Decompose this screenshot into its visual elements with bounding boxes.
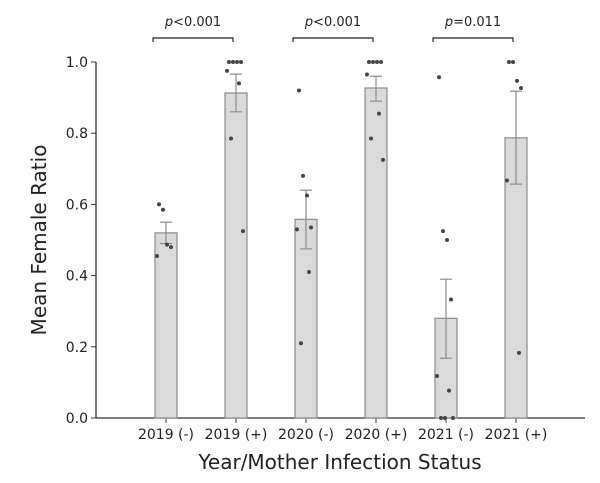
- y-tick-label: 0.2: [66, 340, 88, 356]
- data-point: [165, 242, 169, 247]
- data-point: [519, 85, 523, 90]
- data-point: [515, 78, 519, 83]
- x-tick-label: 2021 (+): [485, 427, 548, 443]
- p-value-label: p<0.001: [304, 15, 361, 30]
- data-point: [299, 341, 303, 346]
- data-point: [451, 416, 455, 420]
- data-point: [517, 350, 521, 355]
- data-point: [241, 229, 245, 234]
- data-point: [305, 193, 309, 198]
- x-tick-label: 2020 (-): [278, 427, 334, 443]
- data-point: [169, 245, 173, 250]
- x-tick-label: 2019 (+): [205, 427, 268, 443]
- data-point: [295, 227, 299, 232]
- y-axis-label: Mean Female Ratio: [27, 145, 51, 336]
- data-point: [369, 136, 373, 141]
- y-tick-label: 0.4: [66, 269, 88, 285]
- data-point: [445, 238, 449, 242]
- significance-bracket: [152, 37, 234, 42]
- significance-bracket: [432, 37, 514, 42]
- bar: [224, 92, 248, 419]
- data-point: [505, 178, 509, 183]
- x-tick-label: 2021 (-): [418, 427, 474, 443]
- data-point: [435, 373, 439, 378]
- y-tick-label: 0.0: [66, 411, 88, 427]
- data-point: [507, 60, 511, 64]
- data-point: [155, 254, 159, 259]
- data-point: [235, 60, 239, 64]
- significance-bracket: [292, 37, 374, 42]
- data-point: [227, 60, 231, 64]
- data-point: [297, 88, 301, 93]
- y-tick-label: 0.6: [66, 197, 88, 213]
- p-value-label: p=0.011: [444, 15, 501, 30]
- data-point: [239, 60, 243, 64]
- x-axis-label: Year/Mother Infection Status: [197, 450, 481, 474]
- data-point: [367, 60, 371, 64]
- y-tick-label: 1.0: [66, 55, 88, 71]
- data-point: [443, 416, 447, 420]
- data-point: [439, 416, 443, 420]
- data-point: [449, 297, 453, 302]
- data-point: [511, 60, 515, 64]
- data-point: [437, 75, 441, 80]
- data-point: [441, 229, 445, 234]
- data-point: [307, 270, 311, 275]
- data-point: [381, 157, 385, 162]
- data-point: [225, 68, 229, 73]
- data-point: [301, 173, 305, 178]
- data-point: [375, 60, 379, 64]
- bar: [364, 87, 388, 419]
- bar: [154, 232, 178, 419]
- data-point: [229, 136, 233, 141]
- data-point: [231, 60, 235, 64]
- data-point: [379, 60, 383, 64]
- y-tick-label: 0.8: [66, 126, 88, 142]
- data-point: [237, 81, 241, 86]
- data-point: [377, 111, 381, 116]
- x-tick-label: 2019 (-): [138, 427, 194, 443]
- data-point: [309, 225, 313, 230]
- data-point: [371, 60, 375, 64]
- x-tick-label: 2020 (+): [345, 427, 408, 443]
- p-value-label: p<0.001: [164, 15, 221, 30]
- data-point: [365, 72, 369, 77]
- data-point: [447, 388, 451, 393]
- data-point: [161, 207, 165, 212]
- data-point: [157, 202, 161, 207]
